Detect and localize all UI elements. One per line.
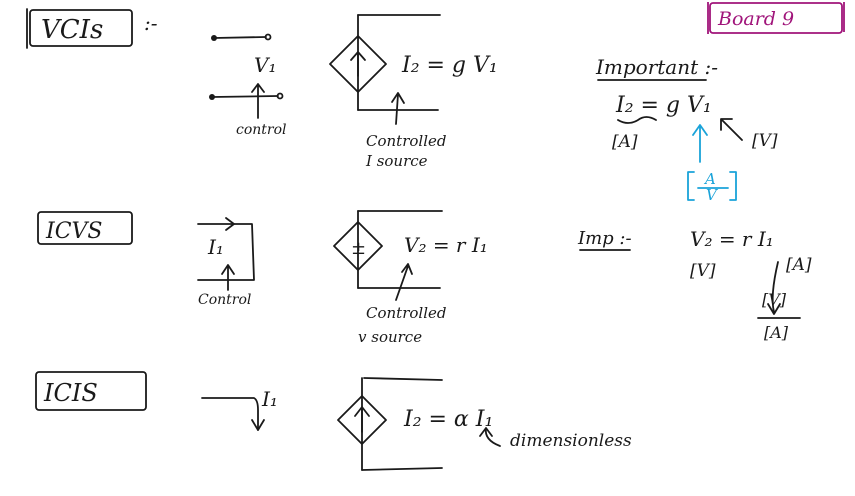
board-label: Board 9 [717, 8, 794, 30]
icvs-imp-heading: Imp :- [577, 228, 632, 249]
icis-equation: I₂ = α I₁ [403, 407, 493, 432]
icvs-unit-left: [V] [690, 261, 716, 281]
vcis-important-note: Important :- I₂ = g V₁ [A] [V] A V [595, 55, 778, 204]
vcis-important-heading: Important :- [595, 55, 718, 79]
icvs-r-unit-den: [A] [764, 323, 789, 342]
vcis-input-label: V₁ [254, 53, 276, 77]
vcis-caption-line2: I source [365, 152, 428, 170]
vcis-control-label: control [236, 122, 287, 138]
icvs-dependent-source: ± V₂ = r I₁ Controlled v source [333, 210, 488, 346]
icis-note: dimensionless [510, 431, 632, 451]
board-label-box: Board 9 [707, 2, 845, 34]
vcis-g-unit-num: A [703, 170, 716, 188]
icvs-caption-line2: v source [358, 328, 422, 346]
icvs-unit-right: [A] [786, 255, 812, 275]
icis-title-box: ICIS [35, 371, 147, 411]
icis-title: ICIS [43, 379, 98, 407]
vcis-input-port: V₁ control [209, 33, 287, 138]
vcis-dependent-source: I₂ = g V₁ Controlled I source [329, 14, 498, 170]
icis-dependent-source: I₂ = α I₁ dimensionless [337, 377, 632, 471]
icvs-equation: V₂ = r I₁ [404, 233, 488, 257]
vcis-equation: I₂ = g V₁ [401, 53, 498, 78]
icvs-section: ICVS I₁ Control ± V₂ = r I₁ Controlled v… [37, 210, 812, 346]
vcis-important-equation: I₂ = g V₁ [615, 93, 712, 118]
vcis-caption-line1: Controlled [366, 132, 446, 150]
icis-section: ICIS I₁ I₂ = α I₁ dimensionless [35, 371, 632, 471]
vcis-title-suffix: :- [144, 11, 158, 35]
icis-input-branch: I₁ [201, 387, 278, 431]
vcis-g-unit: A V [687, 170, 737, 204]
icvs-r-unit-num: [V] [762, 290, 787, 309]
vcis-title-box: VCIs :- [26, 8, 158, 49]
icvs-input-label: I₁ [207, 235, 224, 259]
icvs-r-unit: [V] [A] [757, 290, 801, 342]
vcis-g-unit-den: V [706, 186, 719, 204]
icvs-source-symbol: ± [351, 238, 366, 259]
icvs-title-box: ICVS [37, 211, 133, 245]
icvs-imp-equation: V₂ = r I₁ [690, 227, 774, 251]
icvs-imp-note: Imp :- V₂ = r I₁ [V] [A] [V] [A] [577, 227, 812, 342]
icvs-title: ICVS [45, 219, 102, 244]
icvs-control-label: Control [198, 292, 251, 308]
vcis-unit-right: [V] [752, 131, 778, 151]
vcis-title: VCIs [41, 15, 103, 45]
icvs-input-branch: I₁ Control [197, 217, 255, 308]
icis-input-label: I₁ [261, 387, 278, 411]
vcis-unit-left: [A] [612, 132, 638, 152]
vcis-section: VCIs :- V₁ control I₂ = g V₁ Controlled … [26, 8, 778, 204]
icvs-caption-line1: Controlled [366, 304, 446, 322]
